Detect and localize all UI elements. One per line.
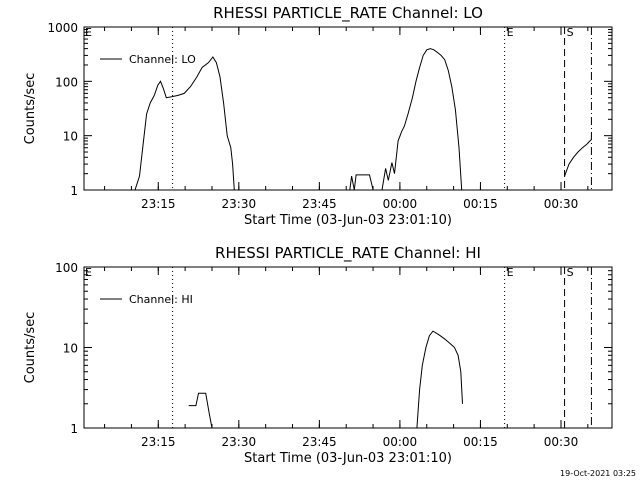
event-marker-label: S [567, 266, 574, 279]
x-tick-label: 00:30 [544, 435, 579, 449]
event-marker-label: E [507, 266, 514, 279]
x-tick-label: 00:00 [383, 435, 418, 449]
y-tick-label: 100 [55, 75, 78, 89]
y-tick-label: 10 [63, 342, 78, 356]
chart-title: RHESSI PARTICLE_RATE Channel: LO [213, 4, 483, 23]
event-marker-label: S [567, 26, 574, 39]
plot-frame [83, 266, 613, 429]
x-tick-label: 00:15 [463, 197, 498, 211]
x-tick-label: 23:45 [302, 197, 337, 211]
y-tick-label: 1 [70, 184, 78, 198]
series-line [381, 48, 463, 191]
series-line [416, 330, 463, 429]
y-tick-label: 10 [63, 130, 78, 144]
x-tick-label: 23:15 [141, 435, 176, 449]
x-tick-label: 00:30 [544, 197, 579, 211]
x-tick-label: 00:15 [463, 435, 498, 449]
x-tick-label: 00:00 [383, 197, 418, 211]
event-marker-label: E [507, 26, 514, 39]
plot-frame [83, 26, 613, 191]
series-line [188, 392, 213, 429]
x-tick-label: 23:15 [141, 197, 176, 211]
x-tick-label: 23:30 [222, 435, 257, 449]
x-tick-label: 23:45 [302, 435, 337, 449]
series-line [564, 139, 592, 177]
y-tick-label: 100 [55, 261, 78, 275]
x-axis-label: Start Time (03-Jun-03 23:01:10) [244, 451, 452, 466]
x-axis-label: Start Time (03-Jun-03 23:01:10) [244, 213, 452, 228]
y-axis-label: Counts/sec [23, 73, 38, 145]
series-line [134, 56, 235, 191]
y-tick-label: 1000 [47, 21, 78, 35]
plot-lo-channel: RHESSI PARTICLE_RATE Channel: LO 23:15 23:… [23, 4, 613, 228]
series-line [349, 174, 374, 191]
legend-entry: Channel: LO [129, 53, 196, 66]
y-tick-label: 1 [70, 422, 78, 436]
legend-entry: Channel: HI [129, 293, 193, 306]
plot-hi-channel: RHESSI PARTICLE_RATE Channel: HI 23:15 23:… [23, 244, 613, 466]
x-tick-label: 23:30 [222, 197, 257, 211]
timestamp-label: 19-Oct-2021 03:25 [560, 469, 636, 478]
corner-marker-label: E [85, 266, 92, 279]
corner-marker-label: E [85, 26, 92, 39]
y-axis-label: Counts/sec [23, 312, 38, 384]
chart-title: RHESSI PARTICLE_RATE Channel: HI [215, 244, 481, 263]
